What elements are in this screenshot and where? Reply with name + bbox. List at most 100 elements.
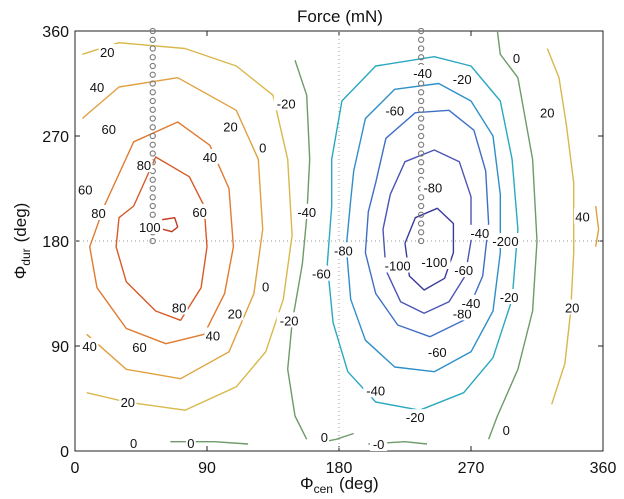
contour-label-bg <box>496 289 522 304</box>
contour-label-bg <box>170 299 188 315</box>
contour-label: 40 <box>90 80 104 95</box>
sample-point <box>417 211 425 218</box>
sample-point <box>417 194 425 201</box>
y-axis-unit: (deg) <box>11 203 30 243</box>
sample-point <box>417 106 425 113</box>
x-axis-unit: (deg) <box>339 474 379 493</box>
contour-line <box>81 77 264 380</box>
contour-label: 20 <box>228 306 242 321</box>
contour-line <box>115 156 208 321</box>
y-tick-label: 0 <box>60 444 69 461</box>
contour-label: -40 <box>470 226 489 241</box>
x-tick-label: 180 <box>326 460 353 477</box>
contour-label: 40 <box>206 329 220 344</box>
sample-point <box>149 202 156 210</box>
contour-line <box>546 48 575 405</box>
contour-label-bg <box>191 203 209 219</box>
contour-label: 20 <box>100 45 114 60</box>
contour-label-bg <box>467 224 493 240</box>
contour-label: -40 <box>413 66 432 81</box>
sample-point <box>417 141 425 148</box>
sample-point <box>417 237 425 245</box>
y-axis-ticks: 0 90 180 270 360 <box>42 24 603 461</box>
contour-label: 0 <box>321 430 328 445</box>
contour-label-bg <box>309 265 334 281</box>
contour-label: -20 <box>406 410 425 425</box>
contour-label-bg <box>402 409 428 425</box>
y-tick-label: 180 <box>42 234 69 251</box>
sample-point <box>149 89 156 96</box>
sample-point <box>417 159 425 166</box>
contour-label-bg <box>81 338 99 353</box>
sample-point <box>149 115 156 122</box>
sample-point <box>149 36 156 43</box>
contour-label: 20 <box>223 120 237 135</box>
contour-line <box>326 56 519 411</box>
sample-point <box>149 80 156 87</box>
y-axis-subscript: dur <box>19 248 33 265</box>
sample-point <box>417 89 425 96</box>
contour-label: -20 <box>280 313 299 328</box>
contour-label-bg <box>319 429 330 444</box>
contour-lines <box>81 30 600 445</box>
contour-label: -0 <box>373 437 385 452</box>
contour-line <box>364 109 490 338</box>
contour-label: 0 <box>259 141 266 156</box>
contour-label-bg <box>363 382 389 398</box>
contour-label-bg <box>276 312 302 328</box>
sample-point <box>149 185 156 192</box>
contour-label: 40 <box>203 150 217 165</box>
contour-label: 0 <box>187 436 194 451</box>
contour-label: 80 <box>172 301 186 316</box>
contour-line <box>595 205 600 247</box>
x-tick-label: 90 <box>198 460 216 477</box>
contour-label: -100 <box>385 259 411 274</box>
x-tick-label: 270 <box>458 460 485 477</box>
contour-label: -40 <box>462 296 481 311</box>
contour-label-bg <box>420 179 446 195</box>
x-axis-subscript: cen <box>314 482 333 496</box>
sample-point <box>417 115 425 122</box>
contour-label-bg <box>119 394 137 409</box>
contour-label: 20 <box>540 106 554 121</box>
contour-label-bg <box>370 436 388 451</box>
sample-point <box>149 71 156 78</box>
y-tick-label: 90 <box>51 339 69 356</box>
contour-label-bg <box>201 149 219 164</box>
x-tick-label: 0 <box>71 460 80 477</box>
contour-label-bg <box>382 102 408 118</box>
svg-text:Φcen(deg): Φcen (deg) <box>300 474 379 496</box>
contour-line <box>287 59 311 440</box>
contour-line <box>159 217 179 233</box>
sample-point <box>417 80 425 87</box>
svg-text:Φdur(deg): Φdur (deg) <box>11 203 33 280</box>
contour-label-bg <box>458 294 484 310</box>
x-axis-title: Φcen (deg) <box>300 474 379 496</box>
contour-label: -80 <box>453 306 472 321</box>
contour-label: -20 <box>453 72 472 87</box>
sample-point <box>417 124 425 131</box>
sample-point <box>149 124 156 131</box>
sample-point <box>417 132 425 140</box>
contour-label-bg <box>424 343 450 359</box>
contour-label: -80 <box>423 180 442 195</box>
contour-line <box>89 121 235 345</box>
contour-label-bg <box>260 278 271 294</box>
sample-point <box>417 27 425 35</box>
sample-point <box>149 237 156 245</box>
y-tick-label: 360 <box>42 24 69 41</box>
contour-label-bg <box>135 157 153 173</box>
sample-point <box>149 211 156 218</box>
contour-label: 60 <box>132 340 146 355</box>
x-tick-label: 360 <box>590 460 617 477</box>
contour-label-bg <box>573 208 592 224</box>
contour-label-bg <box>221 118 240 134</box>
contour-label: 80 <box>137 158 151 173</box>
sample-point <box>417 45 425 52</box>
y-axis-symbol: Φ <box>11 266 30 280</box>
contour-label-bg <box>273 95 299 111</box>
sample-point <box>149 54 156 61</box>
contour-label: -20 <box>500 290 519 305</box>
contour-label: 60 <box>192 205 206 220</box>
